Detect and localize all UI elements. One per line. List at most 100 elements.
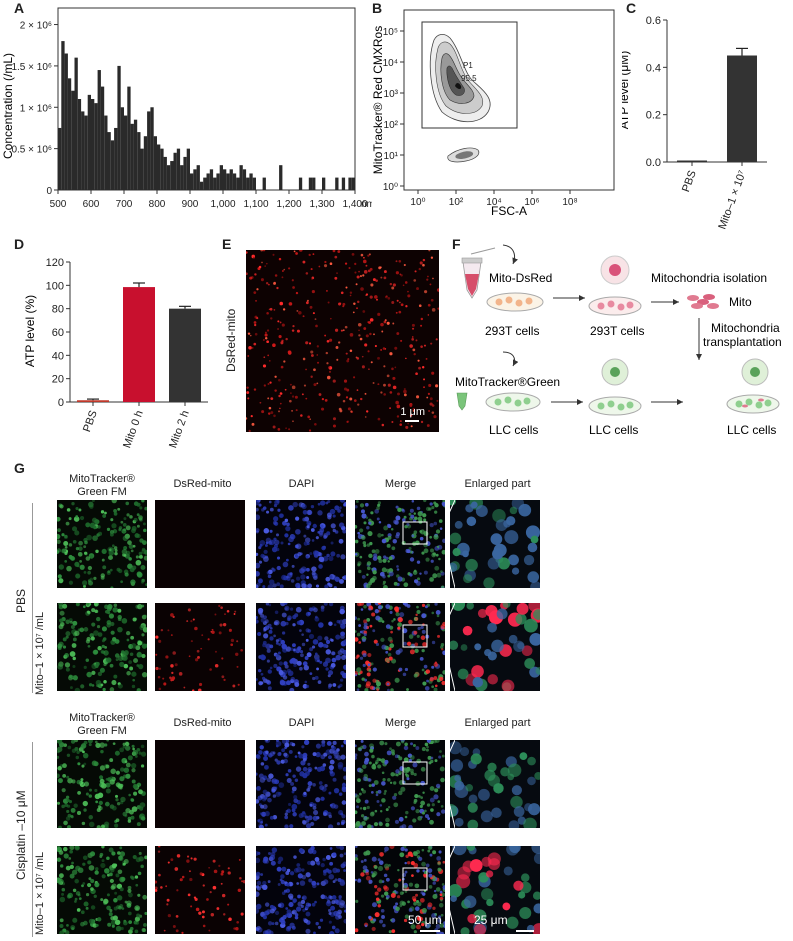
cell-signal — [421, 861, 426, 867]
cell-signal — [394, 773, 398, 777]
cell-signal — [427, 817, 431, 820]
cell-signal — [109, 663, 114, 668]
cell-signal — [74, 878, 79, 884]
cell-signal — [404, 524, 408, 529]
cell-signal — [312, 639, 319, 645]
cell-signal — [119, 776, 125, 782]
cell-signal — [391, 658, 397, 664]
cell-signal — [377, 501, 381, 505]
cell-signal — [427, 846, 433, 850]
cell-signal — [293, 648, 296, 652]
cell-signal — [322, 555, 329, 562]
cell-signal — [68, 674, 73, 679]
cell-signal — [289, 687, 295, 691]
chart-a-bar — [67, 78, 72, 190]
cell-signal — [292, 900, 296, 904]
cell-signal — [64, 534, 68, 539]
chart-d-ytick-label: 120 — [46, 257, 64, 269]
cell-signal — [480, 810, 493, 823]
dsred-punctum — [367, 350, 370, 353]
cell-signal — [294, 682, 300, 687]
cell-signal — [186, 620, 189, 623]
cell-signal — [311, 902, 316, 907]
cell-signal — [165, 885, 168, 888]
cell-signal — [467, 819, 479, 828]
cell-signal — [412, 744, 416, 747]
cell-signal — [410, 806, 416, 811]
cell-signal — [355, 857, 359, 861]
chart-a-xtick-label: 700 — [116, 199, 133, 210]
cell-signal — [404, 667, 409, 672]
cell-signal — [82, 605, 86, 609]
cell-signal — [436, 812, 441, 817]
cell-signal — [175, 929, 179, 933]
chart-a-bar — [81, 111, 85, 190]
cell-signal — [69, 651, 76, 657]
cell-signal — [381, 538, 387, 544]
cell-signal — [360, 740, 364, 743]
dsred-punctum — [264, 336, 268, 340]
cell-signal — [440, 913, 444, 917]
cell-signal — [302, 820, 307, 825]
cell-signal — [429, 677, 434, 682]
cell-signal — [70, 740, 76, 744]
cell-signal — [443, 921, 445, 925]
dsred-punctum — [382, 347, 386, 350]
cell-signal — [380, 894, 385, 898]
dsred-punctum — [345, 396, 349, 399]
cell-signal — [187, 893, 191, 897]
cell-signal — [368, 605, 373, 610]
dsred-punctum — [418, 304, 422, 308]
dsred-punctum — [281, 276, 284, 279]
micro-tile-content — [355, 740, 445, 828]
cell-signal — [179, 878, 183, 882]
cell-signal — [267, 584, 274, 588]
cell-signal — [289, 824, 294, 828]
cell-signal — [377, 858, 381, 862]
cell-signal — [363, 544, 367, 548]
chart-a-bar — [312, 177, 316, 190]
cell-signal — [105, 782, 111, 788]
cell-signal — [196, 649, 200, 653]
chart-a-bar — [351, 177, 355, 190]
cell-signal — [277, 651, 281, 655]
zoom-region-box — [402, 761, 428, 785]
cell-signal — [256, 514, 261, 521]
cell-signal — [240, 912, 244, 916]
cell-signal — [69, 864, 74, 869]
cell-signal — [176, 854, 181, 858]
cell-signal — [118, 526, 123, 530]
chart-a-bar — [226, 173, 230, 190]
cell-signal — [358, 641, 362, 644]
cell-signal — [436, 572, 442, 578]
dsred-punctum — [429, 397, 433, 401]
dsred-punctum — [430, 256, 434, 259]
cell-signal — [144, 506, 147, 511]
cell-signal — [401, 508, 405, 512]
cell-signal — [415, 613, 418, 617]
cell-signal — [420, 796, 423, 799]
cell-signal — [233, 613, 236, 615]
cell-signal — [266, 510, 270, 514]
cell-signal — [133, 920, 138, 925]
cell-signal — [286, 668, 291, 673]
cell-signal — [186, 855, 190, 858]
cell-signal — [436, 545, 440, 549]
cell-signal — [116, 895, 123, 901]
cell-signal — [462, 550, 469, 558]
cell-signal — [89, 555, 94, 559]
cell-signal — [139, 538, 144, 543]
chart-a-bar — [223, 169, 227, 190]
cell-signal — [332, 777, 337, 782]
cell-signal — [171, 676, 176, 680]
cell-signal — [130, 549, 134, 553]
cell-signal — [187, 608, 191, 612]
cell-signal — [122, 745, 126, 749]
cell-signal — [170, 664, 174, 668]
cell-signal — [88, 794, 93, 798]
tube-icon — [461, 247, 496, 299]
cell-signal — [111, 523, 117, 529]
cell-signal — [260, 613, 265, 618]
cell-signal — [136, 502, 141, 507]
cell-signal — [88, 683, 93, 687]
